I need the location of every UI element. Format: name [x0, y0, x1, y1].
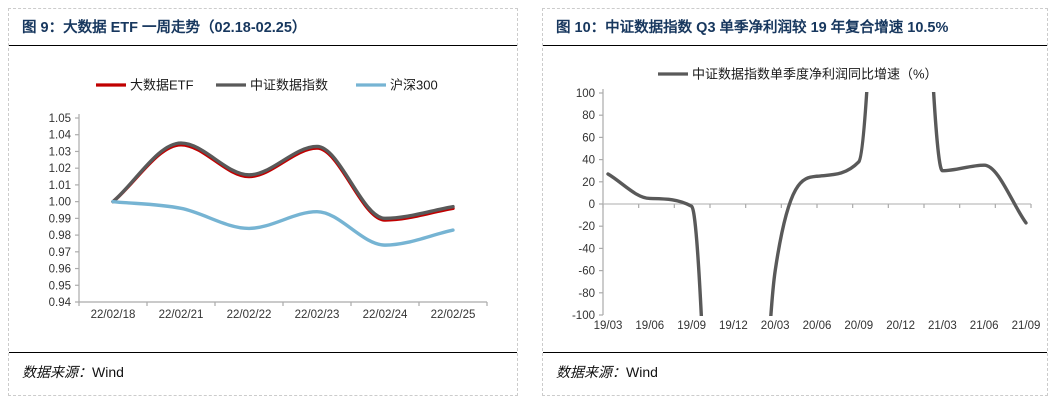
x-axis: 22/02/18 22/02/21 22/02/22 22/02/23 22/02/24… — [78, 301, 488, 321]
y-axis-tick-label: 0.96 — [49, 264, 71, 276]
x-axis-tick-label: 21/03 — [928, 320, 957, 332]
y-axis-tick-label: 80 — [582, 110, 595, 122]
x-axis-tick-label: 19/06 — [635, 320, 664, 332]
x-axis-tick-label: 19/12 — [719, 320, 748, 332]
y-axis-tick-label: 0.95 — [49, 280, 71, 292]
series-line — [111, 199, 455, 247]
x-axis-tick-label: 21/09 — [1012, 320, 1041, 332]
x-axis-tick-label: 22/02/22 — [227, 309, 272, 321]
data-source: 数据来源：Wind — [543, 352, 1047, 382]
y-axis-tick-label: -100 — [572, 310, 595, 322]
etf-week-trend-chart-area: 1.05 1.04 1.03 1.02 1.01 1.00 0.99 0.98 0.97 0.96… — [9, 46, 517, 352]
x-axis-tick-label: 22/02/25 — [431, 309, 476, 321]
series-line — [111, 141, 455, 221]
x-axis: 19/03 19/06 19/09 19/12 20/03 20/06 20/09 20/12… — [594, 203, 1041, 332]
x-axis-tick-label: 22/02/23 — [295, 309, 340, 321]
x-axis-tick-label: 22/02/18 — [91, 309, 136, 321]
y-axis: 1.05 1.04 1.03 1.02 1.01 1.00 0.99 0.98 0.97 0.96… — [49, 113, 80, 309]
data-source-value: Wind — [626, 364, 658, 380]
y-axis-tick-label: -40 — [578, 243, 595, 255]
y-axis-tick-label: 1.04 — [49, 130, 72, 142]
y-axis-tick-label: 0.97 — [49, 247, 71, 259]
x-axis-tick-label: 20/03 — [761, 320, 790, 332]
y-axis-tick-label: -60 — [578, 266, 595, 278]
x-axis-tick-label: 20/06 — [803, 320, 832, 332]
chart-legend: 中证数据指数单季度净利润同比增速（%） — [658, 67, 938, 82]
y-axis-tick-label: 0.98 — [49, 230, 71, 242]
series-line — [606, 92, 1028, 316]
y-axis: 100 80 60 40 20 0 -20 -40 -60 -80 -100 — [572, 88, 604, 322]
x-axis-tick-label: 22/02/21 — [159, 309, 204, 321]
legend-label: 大数据ETF — [130, 78, 194, 93]
y-axis-tick-label: 20 — [582, 177, 595, 189]
y-axis-tick-label: 0 — [589, 199, 595, 211]
x-axis-tick-label: 22/02/24 — [363, 309, 408, 321]
y-axis-tick-label: 60 — [582, 132, 595, 144]
x-axis-tick-label: 19/09 — [677, 320, 706, 332]
data-source: 数据来源：Wind — [9, 352, 517, 382]
y-axis-tick-label: 0.99 — [49, 213, 71, 225]
figure-title: 图 10：中证数据指数 Q3 单季净利润较 19 年复合增速 10.5% — [543, 9, 1047, 46]
data-source-label: 数据来源： — [556, 366, 626, 381]
y-axis-tick-label: 0.94 — [49, 297, 72, 309]
y-axis-tick-label: 1.02 — [49, 163, 71, 175]
y-axis-tick-label: 100 — [576, 88, 595, 100]
profit-growth-chart-area: 100 80 60 40 20 0 -20 -40 -60 -80 -100 19/03 19/06 19… — [543, 46, 1047, 352]
series-lines — [111, 141, 455, 247]
y-axis-tick-label: 1.00 — [49, 197, 71, 209]
chart-legend: 大数据ETF 中证数据指数 沪深300 — [96, 78, 438, 93]
y-axis-tick-label: -20 — [578, 221, 595, 233]
data-source-label: 数据来源： — [22, 366, 92, 381]
x-axis-tick-label: 21/06 — [970, 320, 999, 332]
x-axis-tick-label: 19/03 — [594, 320, 623, 332]
y-axis-tick-label: -80 — [578, 288, 595, 300]
legend-label: 沪深300 — [390, 78, 438, 93]
y-axis-tick-label: 40 — [582, 155, 595, 167]
data-source-value: Wind — [92, 364, 124, 380]
x-axis-tick-label: 20/12 — [886, 320, 915, 332]
y-axis-tick-label: 1.05 — [49, 113, 71, 125]
series-lines — [606, 92, 1028, 316]
y-axis-tick-label: 1.01 — [49, 180, 71, 192]
y-axis-tick-label: 1.03 — [49, 146, 71, 158]
figure-panel-etf-trend: 图 9：大数据 ETF 一周走势（02.18-02.25） 1.05 1.04 1.… — [8, 8, 518, 396]
series-line — [111, 143, 455, 222]
x-axis-tick-label: 20/09 — [844, 320, 873, 332]
figure-panel-profit-growth: 图 10：中证数据指数 Q3 单季净利润较 19 年复合增速 10.5% 100… — [542, 8, 1048, 396]
etf-week-trend-chart: 1.05 1.04 1.03 1.02 1.01 1.00 0.99 0.98 0.97 0.96… — [49, 78, 488, 321]
legend-label: 中证数据指数 — [250, 78, 328, 93]
legend-label: 中证数据指数单季度净利润同比增速（%） — [692, 67, 938, 82]
figure-title: 图 9：大数据 ETF 一周走势（02.18-02.25） — [9, 9, 517, 46]
